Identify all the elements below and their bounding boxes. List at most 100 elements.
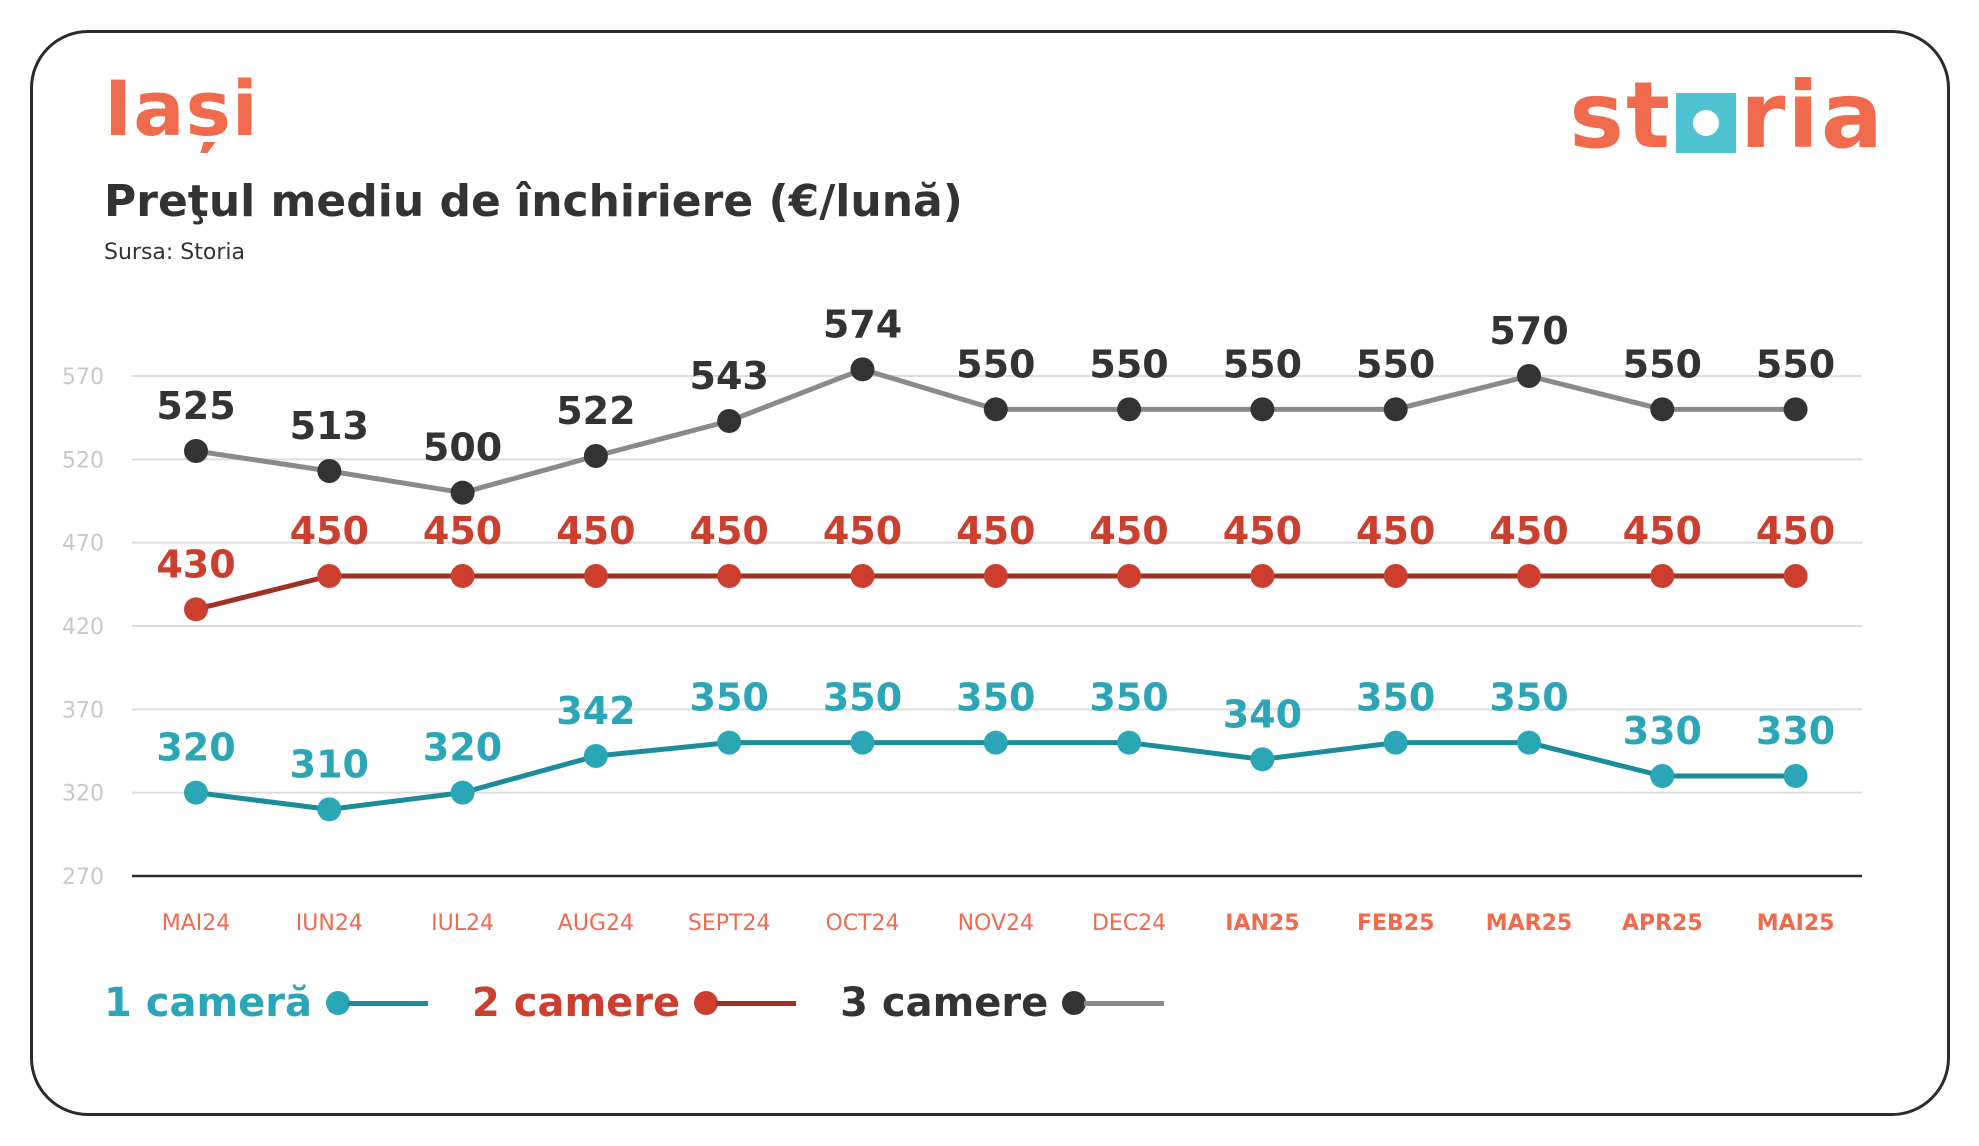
data-label: 450 [690, 509, 769, 553]
data-label: 350 [690, 676, 769, 720]
legend-swatch [326, 991, 428, 1015]
data-point [1250, 564, 1275, 588]
y-tick-label: 470 [62, 532, 104, 557]
y-tick-label: 420 [62, 615, 104, 640]
data-point [717, 409, 742, 433]
legend-dot [1062, 991, 1087, 1015]
data-point [1250, 397, 1275, 422]
legend-swatch [1062, 991, 1165, 1015]
data-label: 450 [1623, 509, 1702, 553]
data-label: 570 [1489, 309, 1568, 353]
data-point [1117, 730, 1142, 755]
legend-swatch [694, 991, 797, 1015]
legend-item: 1 cameră [104, 980, 428, 1026]
data-point [1650, 397, 1675, 422]
data-label: 450 [1489, 509, 1568, 553]
legend-label: 2 camere [472, 980, 681, 1026]
data-point [1783, 564, 1808, 588]
x-tick-label: NOV24 [958, 911, 1034, 936]
x-tick-label: IUN24 [296, 911, 363, 936]
data-point [1117, 564, 1142, 588]
data-label: 310 [290, 742, 369, 786]
data-label: 550 [1089, 342, 1168, 386]
chart-subtitle: Preţul mediu de închiriere (€/lună) [104, 176, 963, 227]
data-point [184, 780, 208, 805]
data-point [1650, 564, 1675, 588]
data-label: 450 [823, 509, 902, 553]
data-point [983, 730, 1008, 755]
legend-item: 2 camere [472, 980, 797, 1026]
data-label: 574 [823, 302, 902, 346]
data-point [317, 459, 342, 483]
data-label: 330 [1756, 709, 1835, 753]
city-title: Iași [104, 64, 259, 153]
data-point [317, 797, 342, 822]
data-point [1117, 397, 1142, 422]
data-label: 550 [1623, 342, 1702, 386]
x-tick-label: MAI25 [1757, 911, 1835, 936]
data-label: 543 [690, 354, 769, 398]
data-label: 430 [156, 542, 235, 586]
data-point [583, 744, 608, 768]
data-point [1517, 730, 1541, 755]
x-tick-label: AUG24 [558, 911, 634, 936]
data-label: 450 [290, 509, 369, 553]
data-label: 500 [423, 426, 502, 470]
x-tick-label: IAN25 [1225, 911, 1299, 936]
data-label: 450 [956, 509, 1035, 553]
data-point [317, 564, 342, 588]
legend: 1 cameră 2 camere 3 camere [104, 980, 1208, 1026]
data-label: 342 [556, 689, 635, 733]
data-point [983, 564, 1008, 588]
data-point [850, 357, 875, 382]
data-label: 522 [556, 389, 635, 433]
data-point [850, 730, 875, 755]
logo-o-square-icon [1676, 93, 1736, 153]
data-point [450, 564, 475, 588]
data-label: 450 [423, 509, 502, 553]
y-tick-label: 320 [62, 782, 104, 807]
data-label: 525 [156, 384, 235, 428]
x-tick-label: IUL24 [431, 911, 494, 936]
legend-line [716, 1000, 797, 1006]
data-point [1383, 564, 1408, 588]
y-tick-label: 370 [62, 698, 104, 723]
y-tick-label: 570 [62, 365, 104, 390]
data-label: 450 [1356, 509, 1435, 553]
y-tick-label: 520 [62, 448, 104, 473]
data-label: 550 [1223, 342, 1302, 386]
legend-dot [326, 991, 350, 1015]
data-label: 450 [556, 509, 635, 553]
data-point [184, 597, 208, 622]
data-label: 340 [1223, 692, 1302, 736]
x-tick-label: APR25 [1622, 911, 1703, 936]
x-tick-label: OCT24 [825, 911, 899, 936]
data-label: 320 [156, 726, 235, 770]
data-point [1517, 564, 1541, 588]
data-label: 350 [823, 676, 902, 720]
data-label: 350 [1489, 676, 1568, 720]
data-point [1783, 397, 1808, 422]
data-point [184, 439, 208, 463]
data-point [717, 730, 742, 755]
data-label: 513 [290, 404, 369, 448]
data-label: 350 [1356, 676, 1435, 720]
data-point [583, 444, 608, 468]
legend-line [348, 1000, 428, 1006]
data-point [850, 564, 875, 588]
y-tick-label: 270 [62, 865, 104, 890]
data-point [1650, 764, 1675, 788]
x-tick-label: FEB25 [1357, 911, 1434, 936]
x-tick-label: SEPT24 [688, 911, 771, 936]
x-tick-label: MAR25 [1486, 911, 1572, 936]
data-label: 450 [1756, 509, 1835, 553]
data-point [1383, 730, 1408, 755]
data-point [450, 780, 475, 805]
data-label: 350 [1089, 676, 1168, 720]
data-label: 550 [1356, 342, 1435, 386]
data-label: 550 [1756, 342, 1835, 386]
data-label: 450 [1223, 509, 1302, 553]
data-point [583, 564, 608, 588]
logo-text-right: ria [1740, 62, 1885, 169]
